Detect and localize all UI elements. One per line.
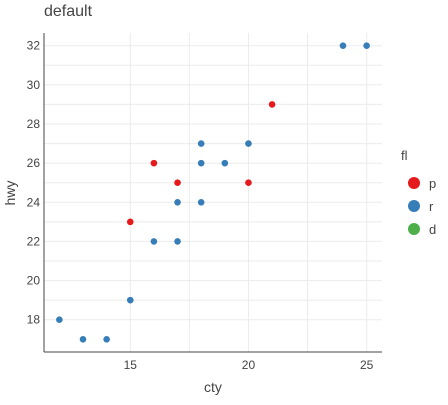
axis-layer	[43, 33, 382, 353]
legend-item-p: p	[408, 176, 436, 191]
y-tick-label: 22	[27, 234, 41, 248]
data-point-r	[363, 42, 370, 50]
data-point-p	[268, 101, 276, 108]
data-point-r	[197, 140, 205, 147]
y-tick-label: 32	[27, 39, 41, 53]
data-point-r	[79, 335, 87, 343]
data-point-p	[150, 159, 158, 167]
legend-item-r: r	[408, 199, 434, 214]
data-point-p	[174, 179, 181, 187]
data-point-r	[56, 316, 63, 324]
legend-swatch	[408, 200, 420, 212]
tick-label-layer: 15 20 25 18 20 22 24 26 28 30 32	[27, 39, 374, 372]
data-point-p	[245, 179, 252, 187]
data-point-r	[339, 42, 347, 50]
legend-items: prd	[408, 176, 436, 237]
data-point-r	[245, 140, 252, 147]
x-axis-title: cty	[204, 379, 222, 395]
data-point-r	[221, 159, 229, 167]
data-point-r	[126, 296, 134, 304]
legend-label: p	[429, 176, 436, 191]
grid-layer	[44, 33, 382, 352]
data-point-r	[150, 238, 158, 245]
y-tick-label: 30	[27, 78, 41, 92]
legend-label: r	[429, 199, 434, 214]
data-point-r	[174, 198, 181, 206]
data-point-r	[197, 159, 205, 167]
legend: fl prd	[401, 148, 436, 237]
legend-swatch	[408, 177, 420, 189]
x-tick-label: 15	[124, 358, 138, 372]
y-tick-label: 26	[27, 156, 41, 170]
x-tick-label: 20	[242, 358, 256, 372]
data-point-r	[103, 335, 110, 343]
data-point-r	[174, 238, 181, 245]
y-tick-label: 18	[27, 313, 41, 327]
chart-title: default	[44, 3, 93, 20]
legend-item-d: d	[408, 222, 436, 237]
y-tick-label: 20	[27, 274, 41, 288]
legend-title: fl	[401, 148, 408, 163]
legend-swatch	[408, 223, 420, 235]
y-axis-title: hwy	[2, 181, 18, 206]
y-tick-label: 24	[27, 195, 41, 209]
y-tick-label: 28	[27, 117, 41, 131]
data-point-r	[197, 198, 205, 206]
point-layer	[56, 42, 370, 343]
x-tick-label: 25	[360, 358, 374, 372]
legend-label: d	[429, 222, 436, 237]
data-point-p	[126, 218, 134, 226]
